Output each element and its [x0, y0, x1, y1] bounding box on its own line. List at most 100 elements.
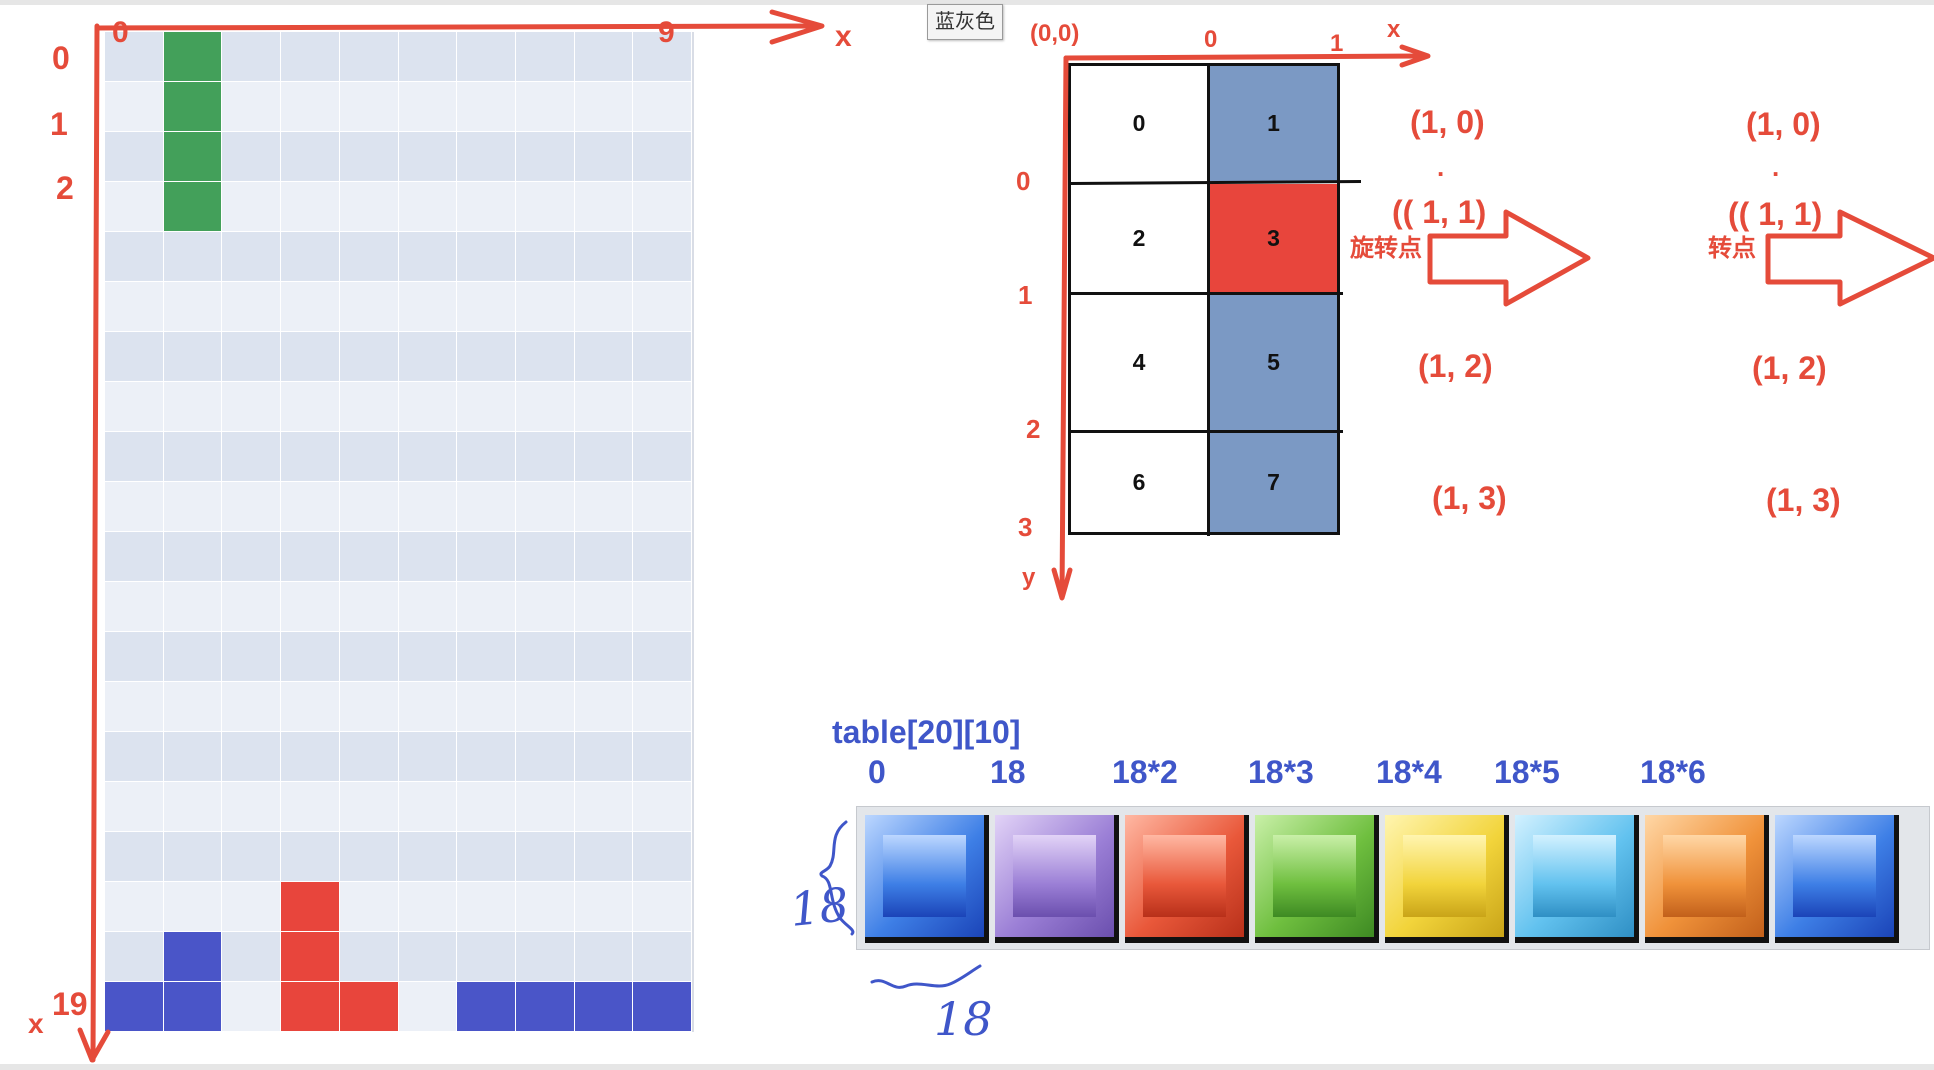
board-cell [457, 82, 516, 132]
board-cell [398, 782, 458, 832]
board-cell [515, 382, 575, 432]
piece-cell-0: 0 [1071, 66, 1207, 181]
board-cell [339, 282, 399, 332]
board-cell [398, 132, 458, 182]
board-cell [222, 82, 282, 132]
board-cell [105, 832, 164, 882]
board-cell [457, 282, 516, 332]
tile-offset-5: 18*5 [1494, 754, 1560, 790]
board-y-axis-arrowhead [77, 1027, 111, 1063]
tile-height-note: 18 [787, 877, 852, 937]
board-cell [398, 532, 458, 582]
board-cell [574, 582, 634, 632]
board-cell [105, 432, 164, 482]
board-cell [222, 632, 282, 682]
piece-cell-7: 7 [1210, 433, 1337, 532]
board-cell [281, 832, 340, 882]
board-cell [105, 932, 164, 982]
tile-face [1013, 835, 1096, 917]
board-cell [633, 82, 692, 132]
board-cell [339, 932, 399, 982]
board-cell-filled-blue [163, 982, 223, 1032]
board-cell [163, 232, 223, 282]
board-cell [457, 232, 516, 282]
board-cell [222, 882, 282, 932]
piece-cell-label-5: 5 [1267, 349, 1280, 375]
board-cell [398, 332, 458, 382]
coords-a-c3: (1, 3) [1432, 480, 1507, 516]
piece-cell-3: 3 [1210, 184, 1337, 292]
tile-offset-3: 18*3 [1248, 754, 1314, 790]
tile-block-7 [1775, 815, 1899, 943]
piece-cell-label-4: 4 [1132, 349, 1146, 375]
board-cell-filled-red [281, 982, 340, 1032]
top-edge [0, 0, 1934, 5]
coords-b-c0: (1, 0) [1746, 106, 1821, 142]
board-cell [398, 682, 458, 732]
height-brace [819, 820, 855, 936]
tiles-title: table[20][10] [832, 714, 1021, 750]
board-cell [633, 332, 692, 382]
piece-origin-label: (0,0) [1030, 20, 1080, 47]
board-cell [515, 782, 575, 832]
board-cell [398, 482, 458, 532]
board-y-axis-line [90, 23, 100, 1063]
board-cell [281, 332, 340, 382]
board-cell [222, 682, 282, 732]
board-cell [515, 182, 575, 232]
board-x-axis-label: x [835, 20, 852, 53]
board-cell [457, 332, 516, 382]
piece-y-axis-arrowhead [1051, 567, 1073, 601]
board-cell [163, 682, 223, 732]
board-cell [515, 82, 575, 132]
piece-x-axis-line [1063, 53, 1428, 61]
piece-divider-row-2 [1071, 292, 1343, 295]
board-cell [574, 32, 634, 82]
board-cell [633, 182, 692, 232]
tile-block-1 [995, 815, 1119, 943]
board-cell [633, 582, 692, 632]
board-cell [105, 682, 164, 732]
board-cell [633, 482, 692, 532]
board-x-axis-arrowhead [769, 9, 825, 45]
board-cell [574, 82, 634, 132]
board-cell [222, 982, 282, 1032]
board-cell [574, 232, 634, 282]
piece-matrix: 0 1 2 3 4 5 6 7 [1068, 63, 1362, 536]
board-bottom-axis-label: x [28, 1008, 44, 1039]
board-cell [574, 432, 634, 482]
tile-offset-2: 18*2 [1112, 754, 1178, 790]
board-cell [574, 182, 634, 232]
board-cell [339, 32, 399, 82]
board-cell [339, 832, 399, 882]
board-cell [339, 332, 399, 382]
board-cell [515, 132, 575, 182]
board-cell [398, 32, 458, 82]
board-cell-filled-blue [105, 982, 164, 1032]
board-cell [398, 932, 458, 982]
board-cell [339, 182, 399, 232]
board-cell-filled-blue [163, 932, 223, 982]
board-cell [457, 432, 516, 482]
board-cell [163, 482, 223, 532]
board-cell [398, 732, 458, 782]
board-cell [633, 732, 692, 782]
coords-a-dot: . [1437, 152, 1445, 182]
board-cell [281, 482, 340, 532]
board-cell [457, 732, 516, 782]
piece-y-tick-0: 0 [1016, 166, 1031, 196]
board-cell-filled-green [163, 82, 223, 132]
board-cell-filled-blue [457, 982, 516, 1032]
board-cell [105, 482, 164, 532]
board-cell [222, 782, 282, 832]
board-cell [574, 382, 634, 432]
board-cell [574, 782, 634, 832]
board-cell [457, 132, 516, 182]
coords-b-pivot: 转点 [1708, 235, 1756, 262]
board-cell [574, 632, 634, 682]
board-cell [398, 632, 458, 682]
board-cell [339, 782, 399, 832]
rotate-arrow-b [1765, 209, 1934, 307]
